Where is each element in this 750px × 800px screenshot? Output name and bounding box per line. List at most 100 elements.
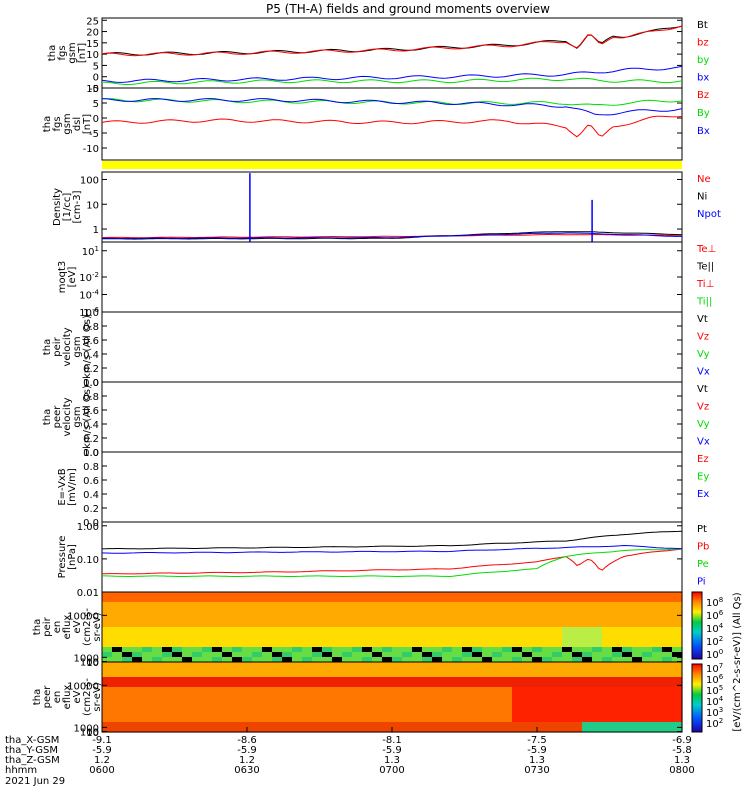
spectrogram-cell xyxy=(672,677,683,683)
spectrogram-cell xyxy=(292,727,303,733)
spectrogram-cell xyxy=(602,642,613,648)
spectrogram-cell xyxy=(172,597,183,603)
y-tick-label: 0.6 xyxy=(83,336,99,347)
spectrogram-cell xyxy=(602,632,613,638)
spectrogram-cell xyxy=(272,667,283,673)
spectrogram-cell xyxy=(152,622,163,628)
spectrogram-cell xyxy=(592,707,603,713)
spectrogram-cell xyxy=(342,677,353,683)
spectrogram-cell xyxy=(412,712,423,718)
spectrogram-cell xyxy=(392,607,403,613)
spectrogram-cell xyxy=(402,637,413,643)
spectrogram-cell xyxy=(212,672,223,678)
spectrogram-cell xyxy=(622,697,633,703)
spectrogram-cell xyxy=(512,677,523,683)
spectrogram-cell xyxy=(252,647,263,653)
spectrogram-cell xyxy=(572,602,583,608)
spectrogram-cell xyxy=(152,637,163,643)
spectrogram-cell xyxy=(242,717,253,723)
series-line-Npot xyxy=(102,232,682,239)
legend-label: Ez xyxy=(697,454,709,465)
spectrogram-cell xyxy=(392,602,403,608)
spectrogram-cell xyxy=(212,712,223,718)
y-axis-label: thapeirenefluxeV(cm2-s-sr-eV) xyxy=(32,608,103,646)
spectrogram-cell xyxy=(582,717,593,723)
spectrogram-cell xyxy=(602,647,613,653)
spectrogram-cell xyxy=(242,672,253,678)
spectrogram-cell xyxy=(242,597,253,603)
spectrogram-cell xyxy=(592,657,603,663)
spectrogram-cell xyxy=(512,712,523,718)
spectrogram-cell xyxy=(652,722,663,728)
spectrogram-cell xyxy=(272,612,283,618)
spectrogram-cell xyxy=(582,702,593,708)
spectrogram-cell xyxy=(502,677,513,683)
spectrogram-cell xyxy=(162,712,173,718)
spectrogram-cell xyxy=(442,707,453,713)
spectrogram-cell xyxy=(362,727,373,733)
spectrogram-cell xyxy=(302,617,313,623)
spectrogram-cell xyxy=(202,672,213,678)
spectrogram-cell xyxy=(652,622,663,628)
spectrogram-cell xyxy=(192,682,203,688)
spectrogram-cell xyxy=(152,672,163,678)
spectrogram-cell xyxy=(362,617,373,623)
spectrogram-cell xyxy=(212,592,223,598)
spectrogram-cell xyxy=(272,647,283,653)
spectrogram-cell xyxy=(592,632,603,638)
y-tick-label: 100 xyxy=(80,728,99,739)
spectrogram-cell xyxy=(462,632,473,638)
spectrogram-cell xyxy=(542,717,553,723)
spectrogram-cell xyxy=(422,722,433,728)
spectrogram-cell xyxy=(362,632,373,638)
spectrogram-cell xyxy=(252,622,263,628)
spectrogram-cell xyxy=(162,692,173,698)
panel-frame xyxy=(101,311,683,383)
legend-Bt: Bt xyxy=(697,20,708,31)
spectrogram-cell xyxy=(532,622,543,628)
spectrogram-cell xyxy=(672,652,683,658)
spectrogram-cell xyxy=(312,652,323,658)
legend-label: Vx xyxy=(697,367,710,378)
spectrogram-cell xyxy=(662,712,673,718)
date-label: 2021 Jun 29 xyxy=(5,776,65,787)
spectrogram-cell xyxy=(292,672,303,678)
spectrogram-cell xyxy=(652,652,663,658)
spectrogram-cell xyxy=(582,627,593,633)
spectrogram-cell xyxy=(602,712,613,718)
spectrogram-cell xyxy=(112,717,123,723)
spectrogram-cell xyxy=(482,652,493,658)
spectrogram-cell xyxy=(462,602,473,608)
spectrogram-cell xyxy=(342,712,353,718)
spectrogram-cell xyxy=(282,627,293,633)
spectrogram-cell xyxy=(232,632,243,638)
spectrogram-cell xyxy=(512,607,523,613)
spectrogram-cell xyxy=(302,692,313,698)
spectrogram-cell xyxy=(622,612,633,618)
spectrogram-cell xyxy=(482,682,493,688)
spectrogram-cell xyxy=(222,702,233,708)
ephem-value: -7.5 xyxy=(527,735,547,746)
y-tick-label: 0.8 xyxy=(83,392,99,403)
spectrogram-cell xyxy=(202,677,213,683)
spectrogram-cell xyxy=(512,637,523,643)
spectrogram-cell xyxy=(432,702,443,708)
spectrogram-cell xyxy=(412,637,423,643)
spectrogram-cell xyxy=(612,672,623,678)
ephem-value: 0730 xyxy=(524,765,549,776)
spectrogram-cell xyxy=(612,647,623,653)
spectrogram-cell xyxy=(232,592,243,598)
spectrogram-cell xyxy=(442,692,453,698)
spectrogram-cell xyxy=(252,727,263,733)
spectrogram-cell xyxy=(262,687,273,693)
spectrogram-cell xyxy=(192,717,203,723)
spectrogram-cell xyxy=(432,597,443,603)
spectrogram-cell xyxy=(112,697,123,703)
spectrogram-cell xyxy=(482,622,493,628)
spectrogram-cell xyxy=(252,702,263,708)
spectrogram-cell xyxy=(592,647,603,653)
spectrogram-cell xyxy=(462,662,473,668)
series-line-bz xyxy=(101,25,683,57)
spectrogram-cell xyxy=(312,617,323,623)
spectrogram-cell xyxy=(352,657,363,663)
